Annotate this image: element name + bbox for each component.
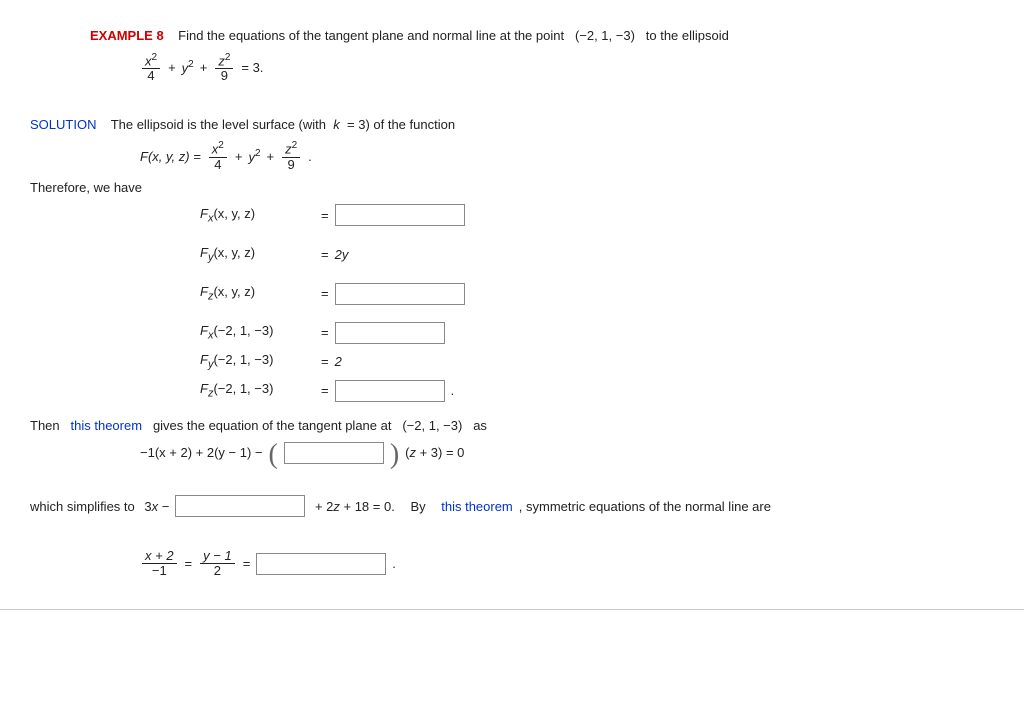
Fx_xyz-input[interactable] xyxy=(335,204,465,226)
prompt-text-b: to the ellipsoid xyxy=(646,28,729,43)
therefore-text: Therefore, we have xyxy=(30,178,1004,198)
ellipsoid-equation: x2 4 + y2 + z2 9 = 3. xyxy=(140,52,1004,84)
prompt-text-a: Find the equations of the tangent plane … xyxy=(178,28,564,43)
partial-Fx_pt: Fx(−2, 1, −3)= xyxy=(200,321,1004,344)
frac-x2-4: x2 4 xyxy=(140,52,162,84)
divider xyxy=(0,609,1024,610)
tangent-equation: −1(x + 2) + 2(y − 1) − ( ) (z + 3) = 0 xyxy=(140,442,1004,464)
F-definition: F(x, y, z) = x2 4 + y2 + z2 9 . xyxy=(140,140,1004,172)
normal-line-input[interactable] xyxy=(256,553,386,575)
theorem-link-1[interactable]: this theorem xyxy=(71,418,143,433)
solution-label: SOLUTION xyxy=(30,117,96,132)
Fx_pt-input[interactable] xyxy=(335,322,445,344)
example-label: EXAMPLE 8 xyxy=(90,28,164,43)
partial-Fz_xyz: Fz(x, y, z)= xyxy=(200,282,1004,305)
example-header: EXAMPLE 8 Find the equations of the tang… xyxy=(90,26,1004,46)
partial-Fy_xyz: Fy(x, y, z)= 2y xyxy=(200,243,1004,266)
partial-Fy_pt: Fy(−2, 1, −3)= 2 xyxy=(200,350,1004,373)
simplify-line: which simplifies to 3x − + 2z + 18 = 0. … xyxy=(30,495,1004,517)
Fz_xyz-input[interactable] xyxy=(335,283,465,305)
normal-line-eq: x + 2 −1 = y − 1 2 = . xyxy=(140,549,1004,579)
partial-Fz_pt: Fz(−2, 1, −3)= . xyxy=(200,379,1004,402)
simplify-input[interactable] xyxy=(175,495,305,517)
theorem-link-2[interactable]: this theorem xyxy=(441,497,513,517)
partial-Fx_xyz: Fx(x, y, z)= xyxy=(200,204,1004,227)
solution-line: SOLUTION The ellipsoid is the level surf… xyxy=(30,115,1004,135)
point: (−2, 1, −3) xyxy=(575,28,635,43)
frac-z2-9: z2 9 xyxy=(213,52,235,84)
tangent-coeff-input[interactable] xyxy=(284,442,384,464)
Fz_pt-input[interactable] xyxy=(335,380,445,402)
tangent-sentence: Then this theorem gives the equation of … xyxy=(30,416,1004,436)
